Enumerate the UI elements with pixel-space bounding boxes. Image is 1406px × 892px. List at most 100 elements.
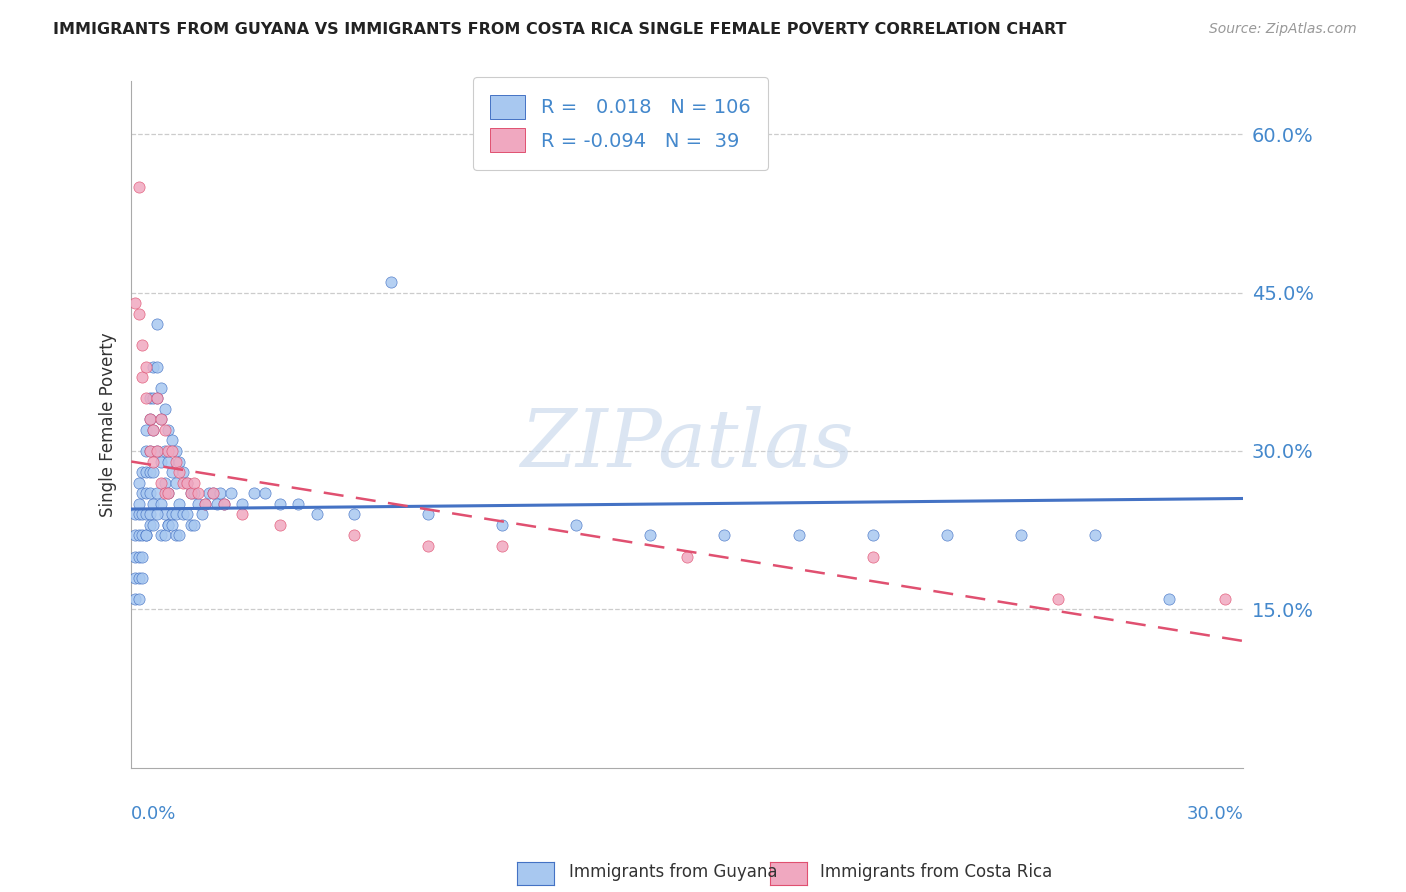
- Point: [343, 528, 366, 542]
- Point: [1159, 591, 1181, 606]
- Point: [565, 517, 588, 532]
- Point: [172, 475, 194, 490]
- Point: [160, 434, 183, 448]
- Point: [194, 497, 217, 511]
- Point: [139, 486, 162, 500]
- Point: [160, 444, 183, 458]
- Point: [287, 497, 309, 511]
- Point: [135, 528, 157, 542]
- Point: [176, 475, 198, 490]
- Point: [187, 486, 209, 500]
- Point: [146, 359, 169, 374]
- Point: [142, 359, 165, 374]
- Point: [787, 528, 810, 542]
- Point: [142, 423, 165, 437]
- Point: [176, 508, 198, 522]
- Point: [139, 412, 162, 426]
- Point: [160, 517, 183, 532]
- Point: [146, 486, 169, 500]
- Text: Immigrants from Costa Rica: Immigrants from Costa Rica: [820, 863, 1052, 881]
- Point: [135, 528, 157, 542]
- Point: [165, 454, 187, 468]
- Point: [491, 539, 513, 553]
- Point: [146, 391, 169, 405]
- Point: [1213, 591, 1236, 606]
- Point: [128, 475, 150, 490]
- Point: [128, 307, 150, 321]
- Point: [139, 444, 162, 458]
- Point: [135, 465, 157, 479]
- Point: [153, 444, 176, 458]
- Point: [713, 528, 735, 542]
- Point: [269, 497, 291, 511]
- Point: [157, 517, 180, 532]
- Point: [491, 517, 513, 532]
- Point: [139, 444, 162, 458]
- Point: [253, 486, 276, 500]
- Point: [169, 528, 191, 542]
- Point: [153, 423, 176, 437]
- Point: [172, 465, 194, 479]
- Point: [190, 508, 212, 522]
- Point: [157, 444, 180, 458]
- Point: [157, 486, 180, 500]
- Point: [172, 508, 194, 522]
- Point: [135, 359, 157, 374]
- Point: [149, 497, 172, 511]
- Text: ZIPatlas: ZIPatlas: [520, 407, 853, 484]
- Point: [124, 508, 146, 522]
- Point: [149, 454, 172, 468]
- Point: [157, 454, 180, 468]
- Point: [380, 275, 402, 289]
- Point: [131, 571, 153, 585]
- Point: [242, 486, 264, 500]
- Point: [135, 391, 157, 405]
- Point: [142, 465, 165, 479]
- Point: [183, 486, 205, 500]
- Point: [142, 497, 165, 511]
- Point: [212, 497, 235, 511]
- Point: [201, 486, 224, 500]
- Point: [128, 591, 150, 606]
- Point: [157, 423, 180, 437]
- Point: [124, 528, 146, 542]
- Text: IMMIGRANTS FROM GUYANA VS IMMIGRANTS FROM COSTA RICA SINGLE FEMALE POVERTY CORRE: IMMIGRANTS FROM GUYANA VS IMMIGRANTS FRO…: [53, 22, 1067, 37]
- Point: [124, 591, 146, 606]
- Point: [205, 497, 228, 511]
- Point: [146, 444, 169, 458]
- Point: [128, 508, 150, 522]
- Point: [231, 497, 253, 511]
- Point: [153, 486, 176, 500]
- Point: [201, 486, 224, 500]
- Point: [416, 508, 439, 522]
- Point: [128, 497, 150, 511]
- Point: [862, 549, 884, 564]
- Legend: R =   0.018   N = 106, R = -0.094   N =  39: R = 0.018 N = 106, R = -0.094 N = 39: [472, 78, 768, 169]
- Point: [165, 444, 187, 458]
- Point: [131, 370, 153, 384]
- Point: [183, 475, 205, 490]
- Point: [139, 412, 162, 426]
- Point: [142, 391, 165, 405]
- Point: [139, 465, 162, 479]
- Point: [212, 497, 235, 511]
- Point: [180, 486, 202, 500]
- Point: [131, 465, 153, 479]
- Point: [135, 423, 157, 437]
- Point: [231, 508, 253, 522]
- Point: [135, 486, 157, 500]
- Point: [139, 517, 162, 532]
- Point: [176, 475, 198, 490]
- Point: [139, 508, 162, 522]
- Point: [165, 475, 187, 490]
- Point: [157, 517, 180, 532]
- Point: [153, 475, 176, 490]
- Point: [142, 454, 165, 468]
- Point: [305, 508, 328, 522]
- Point: [128, 180, 150, 194]
- Point: [135, 508, 157, 522]
- Point: [169, 465, 191, 479]
- Point: [169, 497, 191, 511]
- Point: [124, 296, 146, 310]
- Point: [1046, 591, 1069, 606]
